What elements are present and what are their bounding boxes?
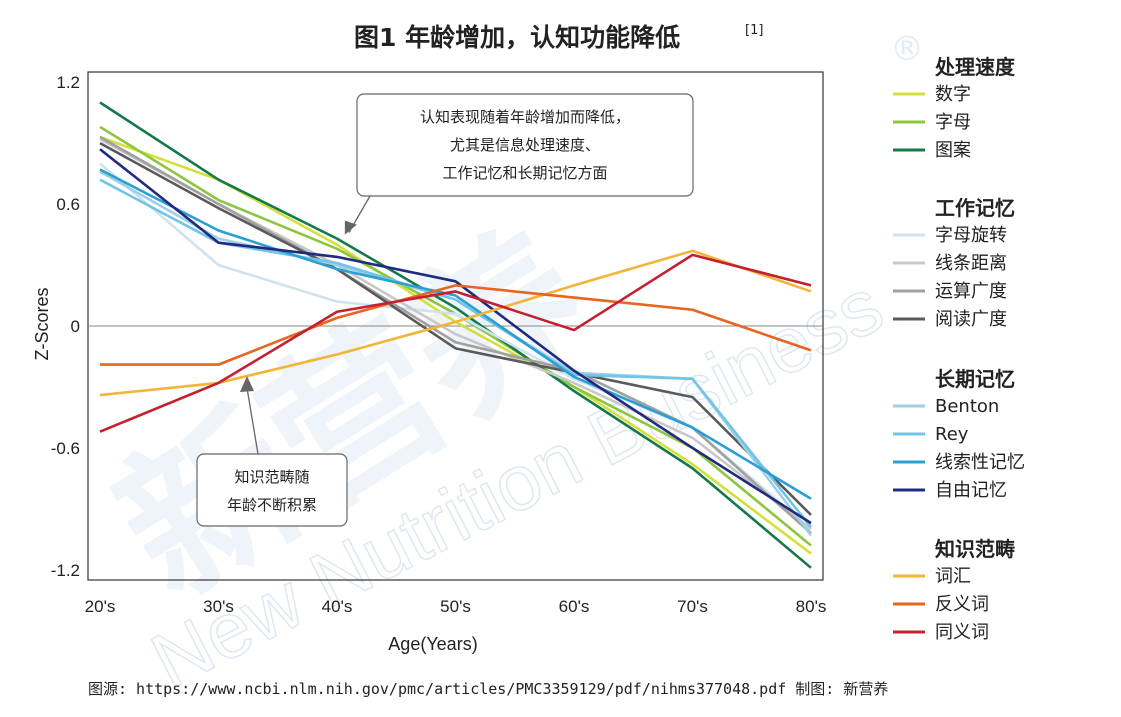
title-reference: [1]: [745, 23, 763, 38]
annotations: 认知表现随着年龄增加而降低， 尤其是信息处理速度、工作记忆和长期记忆方面知识范畴随…: [196, 93, 694, 527]
x-tick-label: 80's: [796, 597, 827, 616]
annotation-text: 认知表现随着年龄增加而降低，: [420, 108, 630, 126]
x-tick-label: 50's: [440, 597, 471, 616]
legend-label: Rey: [935, 424, 969, 445]
source-footer: 图源: https://www.ncbi.nlm.nih.gov/pmc/art…: [88, 680, 888, 698]
series-line-阅读广度: [99, 141, 812, 516]
series-lines: [99, 101, 813, 569]
y-tick-label: -0.6: [51, 439, 80, 458]
annotation-top-note: 认知表现随着年龄增加而降低， 尤其是信息处理速度、工作记忆和长期记忆方面: [344, 93, 694, 235]
chart-title: 图1 年龄增加，认知功能降低: [354, 23, 680, 52]
legend-label: 线条距离: [935, 253, 1007, 274]
y-axis-title: Z-Scores: [32, 287, 52, 360]
annotation-box: [196, 453, 348, 527]
y-tick-label: 1.2: [56, 73, 80, 92]
x-axis-ticks: 20's 30's 40's 50's 60's 70's 80's: [85, 597, 827, 616]
annotation-box: [356, 93, 694, 197]
annotation-text: 知识范畴随: [234, 468, 309, 486]
legend-label: 阅读广度: [935, 309, 1007, 330]
legend-group-title: 知识范畴: [935, 537, 1015, 561]
legend-label: 线索性记忆: [935, 452, 1025, 473]
series-line-线索性记忆: [99, 168, 812, 500]
annotation-arrow-line: [246, 387, 259, 455]
annotation-text: 尤其是信息处理速度、: [450, 136, 600, 154]
y-tick-label: 0.6: [56, 195, 80, 214]
legend-label: 自由记忆: [935, 480, 1007, 501]
legend-label: Benton: [935, 396, 999, 417]
y-axis-ticks: -1.2 -0.6 0 0.6 1.2: [51, 73, 80, 580]
plot-area: [87, 71, 824, 581]
annotation-text: 工作记忆和长期记忆方面: [442, 164, 607, 182]
annotation-text: 年龄不断积累: [227, 496, 317, 514]
legend-label: 字母旋转: [935, 225, 1007, 246]
series-line-同义词: [99, 253, 812, 433]
x-axis-title: Age(Years): [388, 634, 477, 654]
annotation-arrow-head: [240, 376, 254, 392]
x-tick-label: 40's: [322, 597, 353, 616]
legend-label: 图案: [935, 140, 971, 161]
legend-label: 运算广度: [935, 281, 1007, 302]
legend-group-title: 处理速度: [934, 55, 1016, 79]
legend-label: 反义词: [935, 594, 989, 615]
x-tick-label: 20's: [85, 597, 116, 616]
annotation-arrow-head: [344, 220, 357, 235]
x-tick-label: 60's: [559, 597, 590, 616]
y-tick-label: 0: [71, 317, 80, 336]
legend-label: 数字: [935, 84, 971, 105]
legend-group-title: 工作记忆: [935, 196, 1015, 220]
watermark-registered-mark: ®: [890, 29, 924, 69]
series-line-反义词: [100, 284, 812, 366]
series-line-图案: [99, 101, 812, 569]
x-tick-label: 30's: [203, 597, 234, 616]
legend-label: 词汇: [935, 566, 971, 587]
legend-label: 同义词: [935, 622, 989, 643]
series-line-自由记忆: [99, 148, 812, 525]
x-tick-label: 70's: [677, 597, 708, 616]
legend-label: 字母: [935, 112, 971, 133]
legend-group-title: 长期记忆: [935, 367, 1015, 391]
y-tick-label: -1.2: [51, 561, 80, 580]
